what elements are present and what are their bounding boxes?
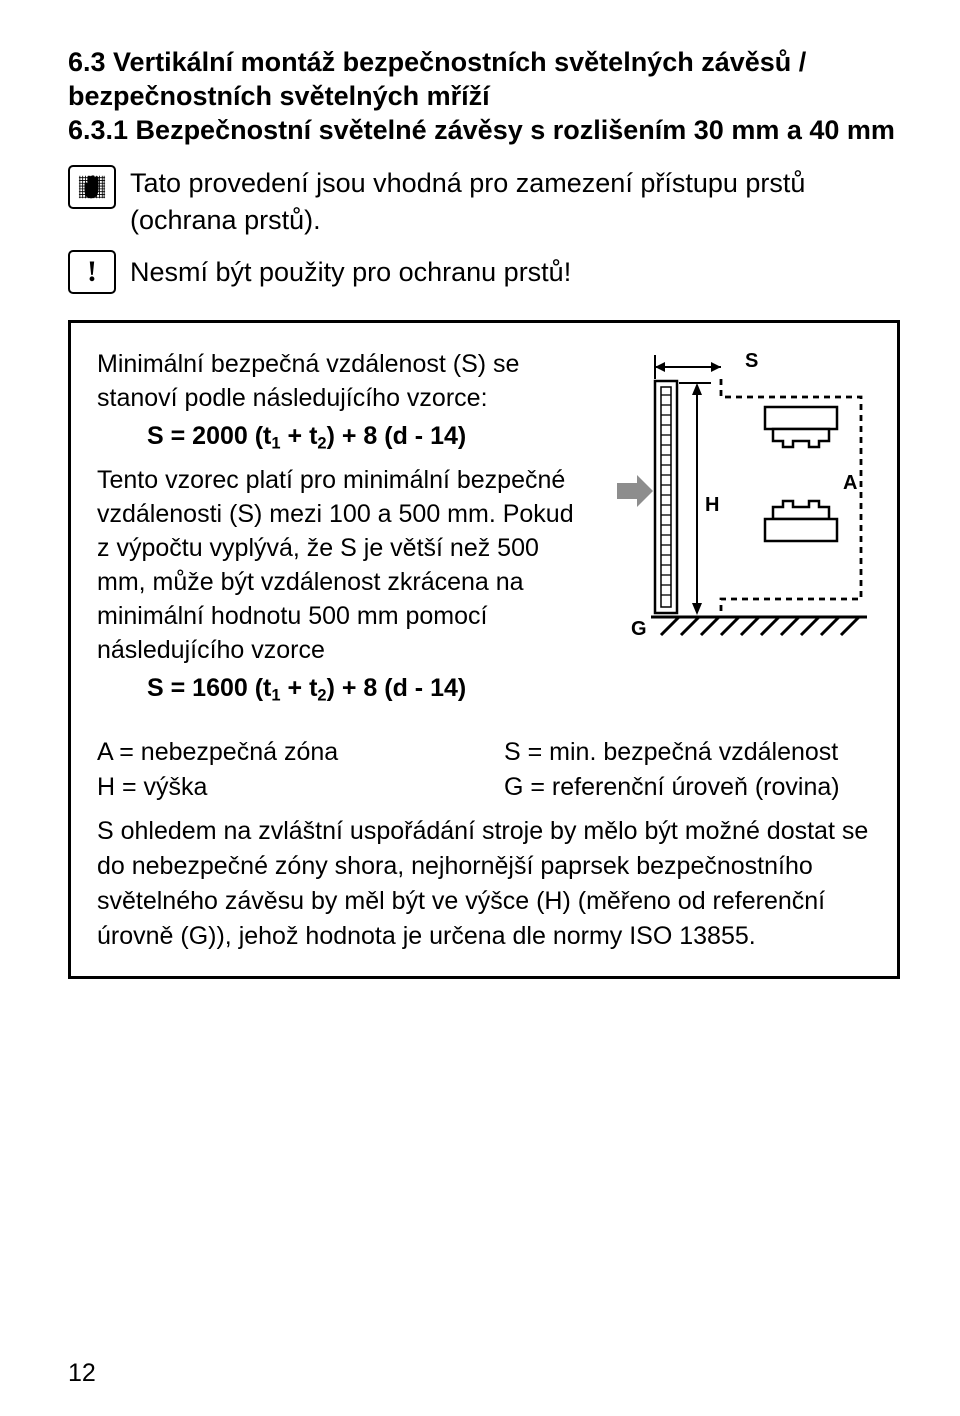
heading-2: 6.3.1 Bezpečnostní světelné závěsy s roz… (68, 114, 900, 148)
heading-1: 6.3 Vertikální montáž bezpečnostních svě… (68, 46, 900, 114)
formula-1: S = 2000 (t1 + t2) + 8 (d - 14) (147, 419, 593, 455)
floor-hatch (651, 617, 867, 635)
press-lower (765, 501, 837, 541)
safety-diagram: S (615, 347, 871, 642)
intro-text: Tato provedení jsou vhodná pro zamezení … (130, 165, 900, 238)
h-dimension: H (679, 383, 719, 615)
def-s: S = min. bezpečná vzdálenost (504, 735, 871, 770)
hand-icon (68, 165, 116, 209)
light-curtain (655, 381, 677, 613)
info-card: Minimální bezpečná vzdálenost (S) se sta… (68, 320, 900, 979)
label-h: H (705, 494, 719, 516)
exclamation-icon: ! (68, 250, 116, 294)
s-dimension: S (655, 350, 758, 379)
def-a: A = nebezpečná zóna (97, 735, 464, 770)
def-h: H = výška (97, 770, 464, 805)
after-text: S ohledem na zvláštní uspořádání stroje … (97, 814, 871, 954)
label-a: A (843, 472, 857, 494)
page-number: 12 (68, 1359, 96, 1388)
warn-text: Nesmí být použity pro ochranu prstů! (130, 254, 571, 290)
card-p2: Tento vzorec platí pro minimální bezpečn… (97, 463, 593, 667)
formula-2: S = 1600 (t1 + t2) + 8 (d - 14) (147, 671, 593, 707)
label-g: G (631, 618, 647, 637)
press-upper (765, 407, 837, 447)
approach-arrow-icon (617, 475, 653, 507)
def-g: G = referenční úroveň (rovina) (504, 770, 871, 805)
card-p1: Minimální bezpečná vzdálenost (S) se sta… (97, 347, 593, 415)
label-s: S (745, 350, 758, 372)
